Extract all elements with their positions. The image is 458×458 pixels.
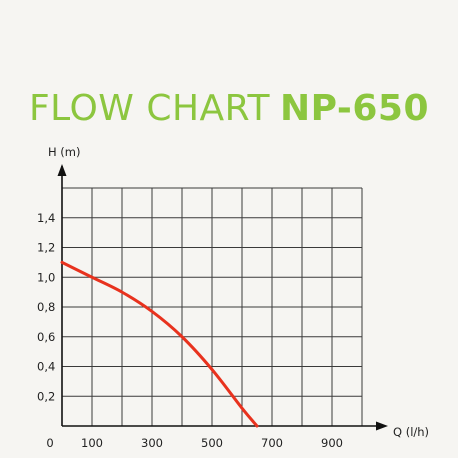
y-tick-label: 0,6 — [37, 330, 55, 344]
y-tick-label: 0,4 — [37, 360, 55, 374]
y-axis-arrow — [57, 164, 67, 176]
y-tick-label: 0,2 — [37, 389, 55, 403]
chart-title: FLOW CHART NP-650 — [0, 88, 458, 129]
series-line — [60, 260, 259, 428]
y-tick-label: 1,2 — [37, 241, 55, 255]
x-tick-label: 300 — [141, 436, 163, 450]
x-axis-label: Q (l/h) — [393, 425, 429, 439]
y-tick-label: 0,8 — [37, 300, 55, 314]
y-axis-label: H (m) — [48, 145, 80, 159]
x-tick-label: 100 — [81, 436, 103, 450]
chart-title-model: NP-650 — [280, 88, 430, 129]
x-tick-label: 700 — [261, 436, 283, 450]
chart-title-text: FLOW CHART — [28, 88, 271, 129]
x-tick-label: 500 — [201, 436, 223, 450]
tick-labels: 0,2 0,4 0,6 0,8 1,0 1,2 1,4 0 100 300 500 700 900 — [37, 211, 343, 450]
axes — [57, 164, 388, 431]
x-tick-label: 900 — [321, 436, 343, 450]
x-tick-label: 0 — [46, 436, 53, 450]
series-layer — [60, 260, 259, 428]
x-axis-arrow — [376, 421, 388, 431]
y-tick-label: 1,4 — [37, 211, 55, 225]
grid — [62, 187, 363, 426]
y-tick-label: 1,0 — [37, 270, 55, 284]
